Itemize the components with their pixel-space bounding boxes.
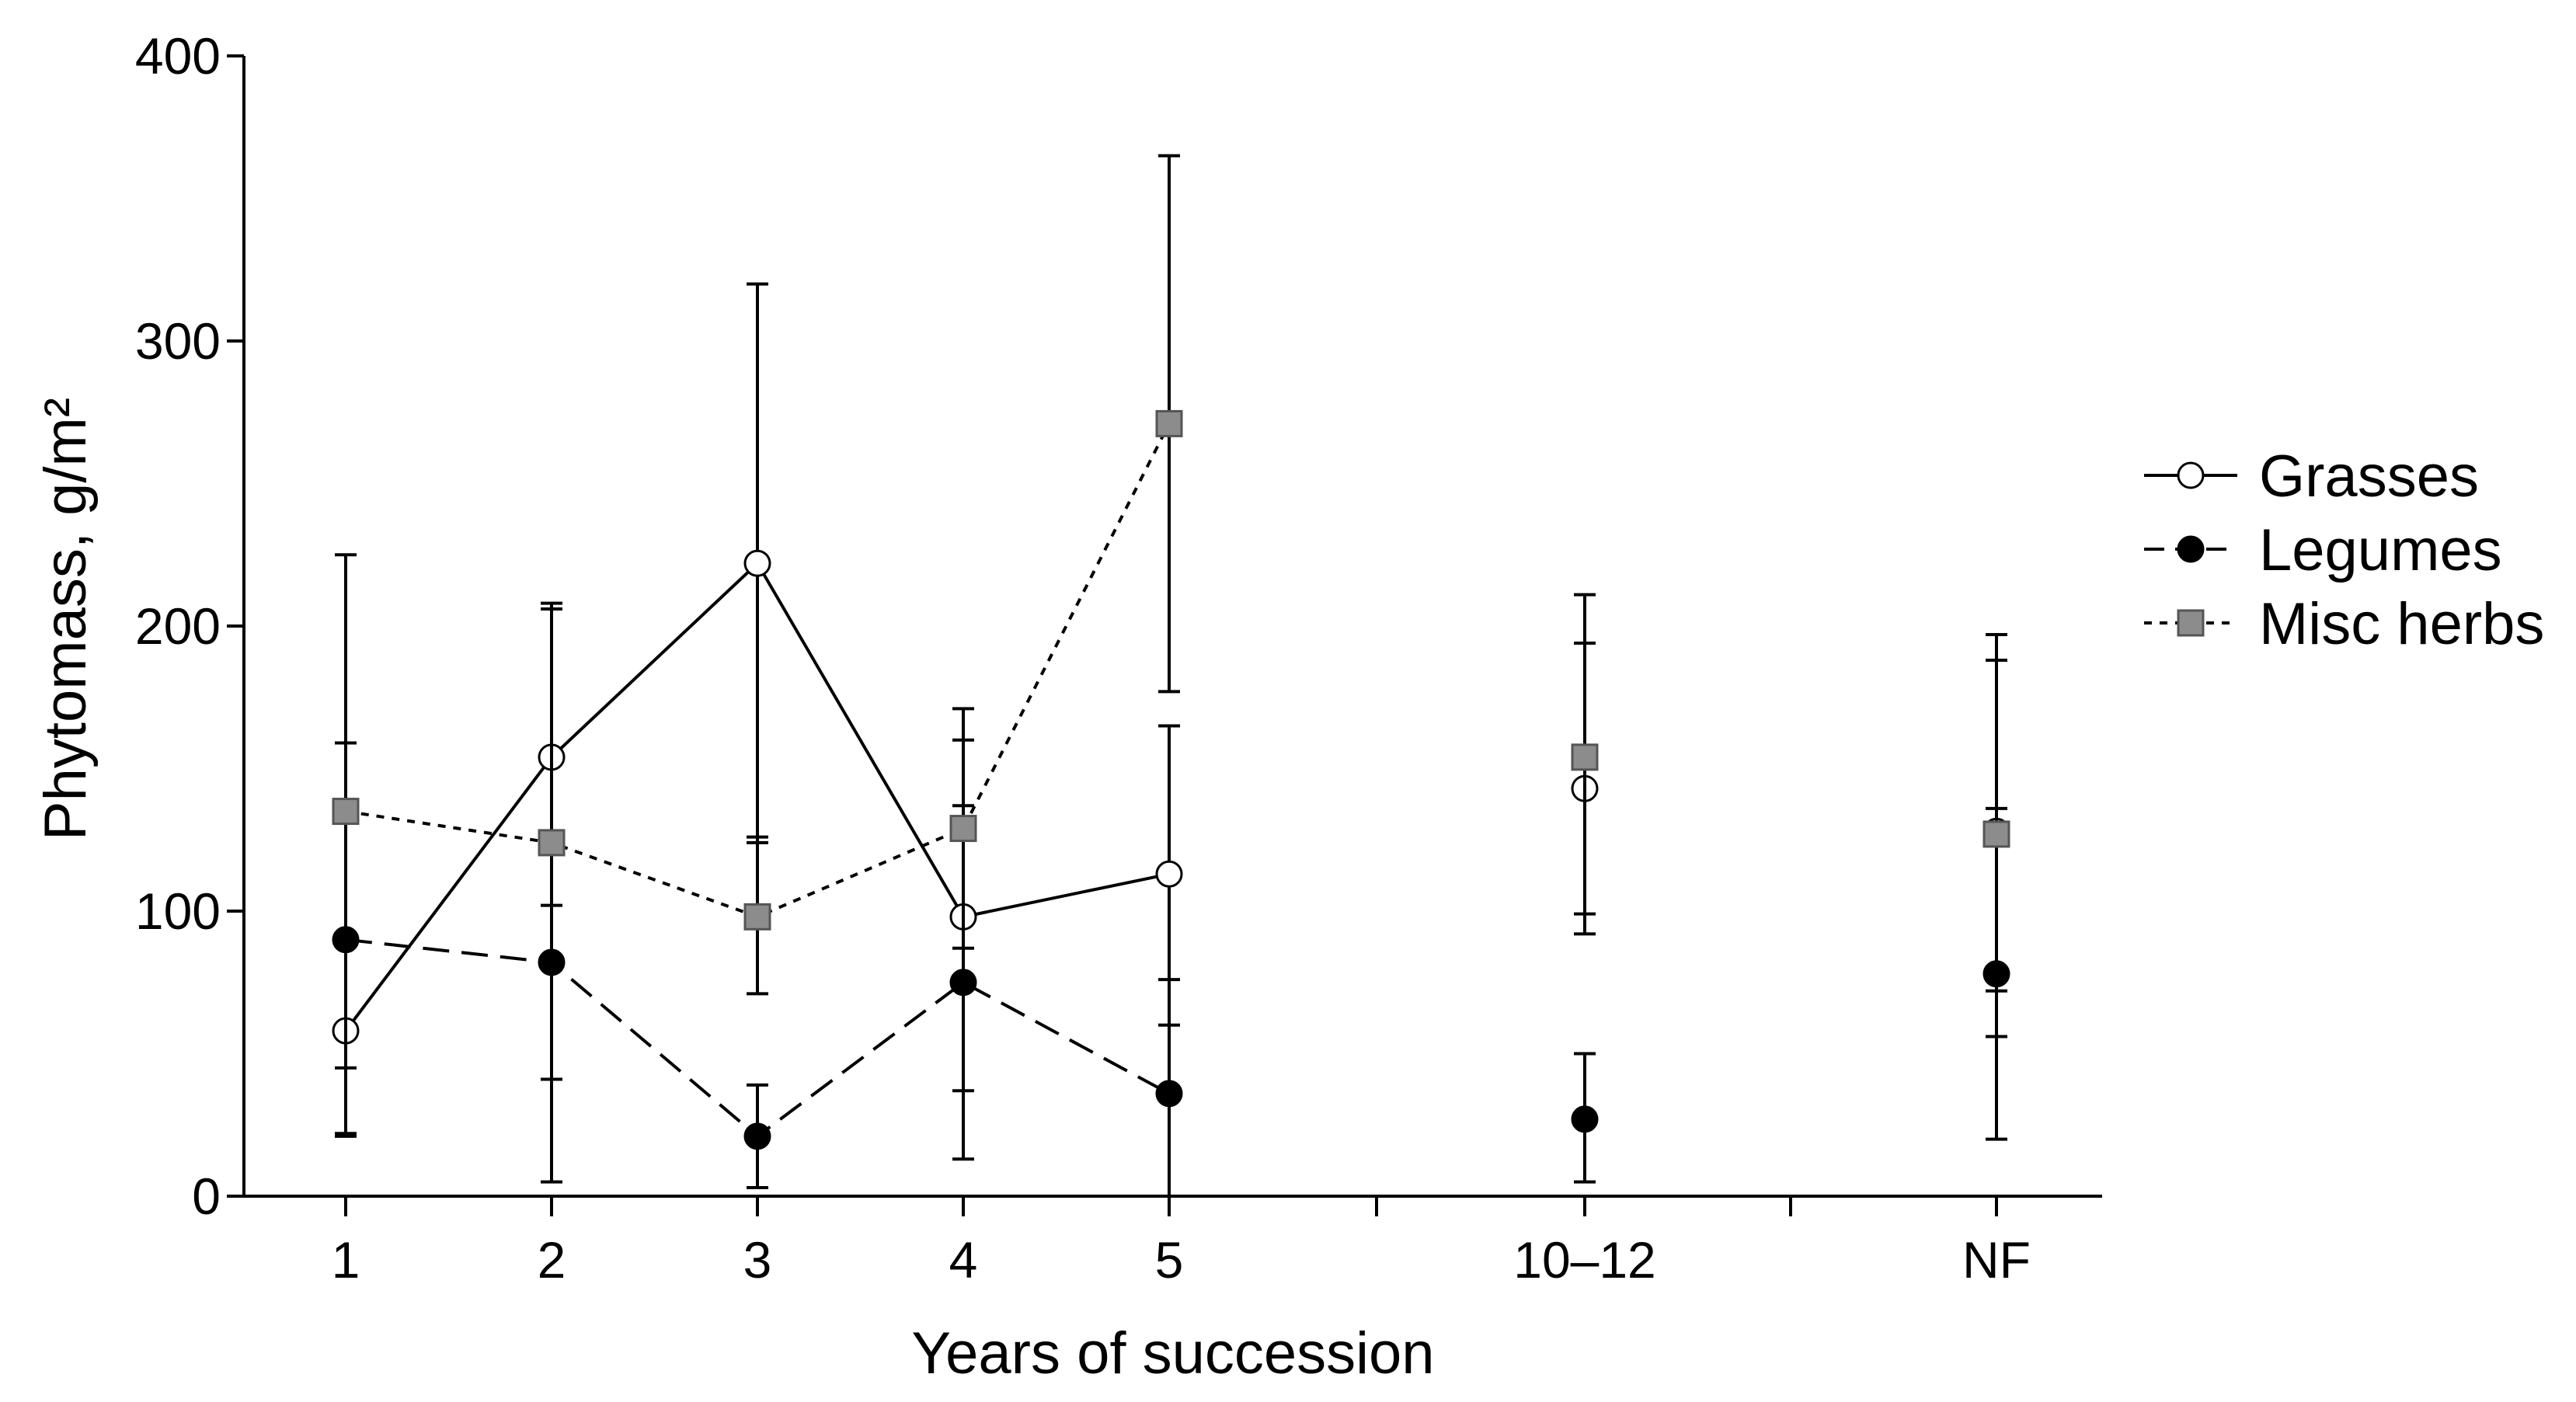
legend-label-grasses: Grasses: [2259, 444, 2479, 510]
legend-marker-grasses: [2177, 461, 2205, 489]
data-point-legumes: [949, 969, 977, 997]
data-point-misc-herbs: [1155, 409, 1183, 437]
legend-item-grasses: Grasses: [2144, 444, 2479, 510]
legend-label-legumes: Legumes: [2259, 517, 2502, 583]
x-axis: 1 2 3 4 5 10–12 NF: [244, 1195, 2102, 1289]
x-tick-label: 1: [332, 1231, 360, 1289]
y-tick-label: 400: [135, 27, 221, 85]
legend-item-legumes: Legumes: [2144, 517, 2502, 583]
x-tick-label: NF: [1962, 1231, 2031, 1289]
y-tick-label: 100: [135, 882, 221, 940]
data-point-misc-herbs: [332, 798, 360, 826]
y-axis-title: Phytomass, g/m²: [33, 398, 99, 840]
data-point-misc-herbs: [743, 903, 771, 931]
data-point-misc-herbs: [949, 815, 977, 843]
series-misc-herbs: [332, 154, 2010, 1184]
x-tick-label: 2: [538, 1231, 566, 1289]
x-tick-label: 3: [743, 1231, 772, 1289]
y-tick-label: 0: [192, 1167, 221, 1225]
data-point-grasses: [1155, 860, 1183, 888]
data-point-legumes: [1155, 1080, 1183, 1108]
legend-marker-misc-herbs: [2177, 609, 2205, 637]
data-point-misc-herbs: [1571, 743, 1599, 771]
plot-area: [332, 154, 2010, 1198]
y-tick-label: 300: [135, 312, 221, 370]
x-tick-label: 10–12: [1513, 1231, 1656, 1289]
x-axis-title: Years of succession: [911, 1320, 1434, 1386]
legend-label-misc-herbs: Misc herbs: [2259, 591, 2544, 657]
data-point-legumes: [1571, 1105, 1599, 1133]
x-tick-label: 4: [949, 1231, 978, 1289]
data-point-misc-herbs: [1982, 820, 2010, 848]
x-tick-label: 5: [1155, 1231, 1184, 1289]
legend-marker-legumes: [2177, 535, 2205, 563]
data-point-legumes: [743, 1122, 771, 1150]
data-point-misc-herbs: [538, 829, 566, 857]
y-tick-label: 200: [135, 597, 221, 655]
y-axis: 0 100 200 300 400: [135, 27, 245, 1225]
legend-item-misc-herbs: Misc herbs: [2144, 591, 2544, 657]
data-point-grasses: [743, 549, 771, 577]
legend: Grasses Legumes Misc herbs: [2144, 444, 2544, 657]
